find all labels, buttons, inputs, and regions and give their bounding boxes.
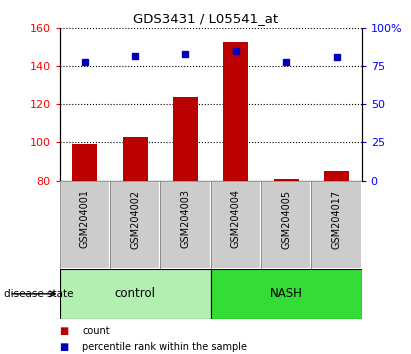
Bar bbox=[160, 181, 210, 269]
Text: ■: ■ bbox=[60, 326, 69, 336]
Text: GDS3431 / L05541_at: GDS3431 / L05541_at bbox=[133, 12, 278, 25]
Bar bbox=[110, 181, 160, 269]
Text: GSM204003: GSM204003 bbox=[180, 189, 190, 249]
Bar bbox=[312, 181, 362, 269]
Bar bbox=[274, 179, 299, 181]
Text: count: count bbox=[82, 326, 110, 336]
Bar bbox=[223, 42, 248, 181]
Bar bbox=[324, 171, 349, 181]
Bar bbox=[261, 181, 312, 269]
Text: percentile rank within the sample: percentile rank within the sample bbox=[82, 342, 247, 352]
Bar bbox=[210, 181, 261, 269]
Text: disease state: disease state bbox=[4, 289, 74, 299]
Bar bbox=[60, 269, 211, 319]
Bar bbox=[312, 181, 362, 269]
Bar bbox=[72, 144, 97, 181]
Bar bbox=[210, 269, 362, 319]
Text: ■: ■ bbox=[60, 342, 69, 352]
Text: GSM204005: GSM204005 bbox=[281, 189, 291, 249]
Bar bbox=[110, 181, 160, 269]
Text: GSM204001: GSM204001 bbox=[80, 189, 90, 249]
Bar bbox=[261, 181, 312, 269]
Bar bbox=[122, 137, 148, 181]
Bar bbox=[60, 181, 110, 269]
Bar bbox=[60, 181, 110, 269]
Bar bbox=[160, 181, 210, 269]
Bar bbox=[173, 97, 198, 181]
Text: GSM204004: GSM204004 bbox=[231, 189, 241, 249]
Text: GSM204017: GSM204017 bbox=[332, 189, 342, 249]
Text: NASH: NASH bbox=[270, 287, 302, 300]
Text: GSM204002: GSM204002 bbox=[130, 189, 140, 249]
Bar bbox=[210, 181, 261, 269]
Text: control: control bbox=[115, 287, 156, 300]
